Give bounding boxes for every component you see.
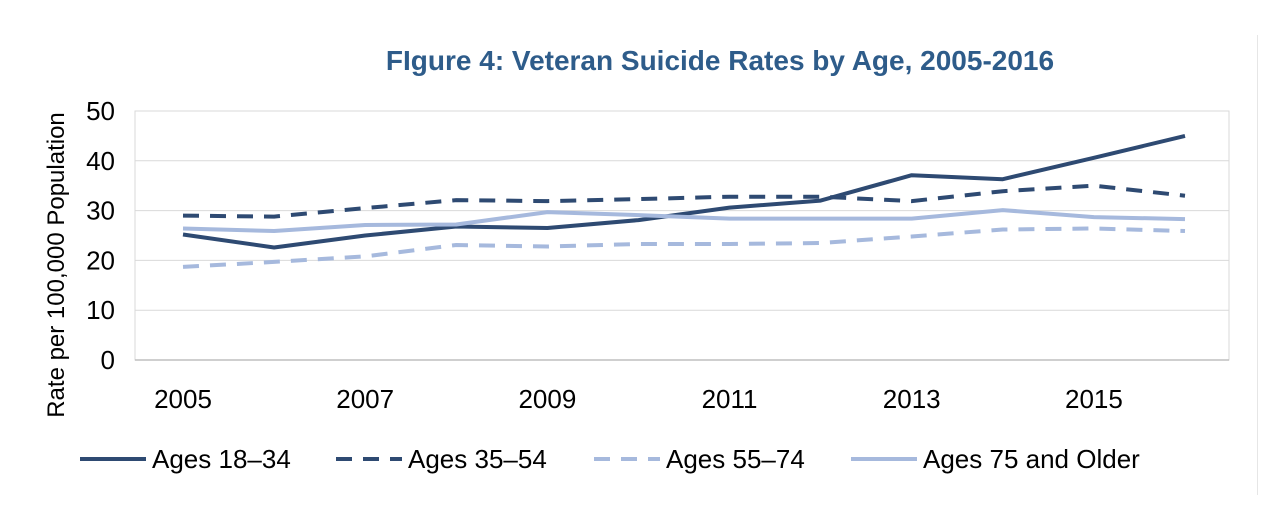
x-tick-label: 2005 <box>154 384 212 414</box>
legend-label-4: Ages 75 and Older <box>923 444 1140 474</box>
chart-title: FIgure 4: Veteran Suicide Rates by Age, … <box>386 45 1054 76</box>
y-tick-label: 20 <box>86 245 115 275</box>
x-tick-label: 2007 <box>336 384 394 414</box>
legend: Ages 18–34 Ages 35–54 Ages 55–74 Ages 75 an… <box>80 444 1140 474</box>
gridlines <box>135 110 1229 361</box>
series-line-3 <box>182 226 1186 269</box>
series-lines <box>182 133 1186 269</box>
series-line-4 <box>182 208 1186 233</box>
y-tick-labels: 0 10 20 30 40 50 <box>86 96 115 375</box>
x-tick-label: 2011 <box>702 384 758 414</box>
y-axis-label: Rate per 100,000 Population <box>43 112 70 418</box>
x-tick-label: 2013 <box>883 384 941 414</box>
x-tick-label: 2009 <box>518 384 576 414</box>
x-tick-labels: 2005 2007 2009 2011 2013 2015 <box>154 384 1123 414</box>
y-tick-label: 10 <box>86 295 115 325</box>
y-tick-label: 40 <box>86 146 115 176</box>
legend-label-1: Ages 18–34 <box>152 444 291 474</box>
legend-label-3: Ages 55–74 <box>666 444 805 474</box>
legend-label-2: Ages 35–54 <box>408 444 547 474</box>
series-line-1 <box>182 133 1186 250</box>
y-tick-label: 0 <box>101 345 115 375</box>
x-tick-label: 2015 <box>1065 384 1123 414</box>
right-edge-divider <box>1257 35 1258 495</box>
series-line-2 <box>182 183 1186 219</box>
y-tick-label: 50 <box>86 96 115 126</box>
plot-area <box>134 110 1230 361</box>
y-tick-label: 30 <box>86 196 115 226</box>
